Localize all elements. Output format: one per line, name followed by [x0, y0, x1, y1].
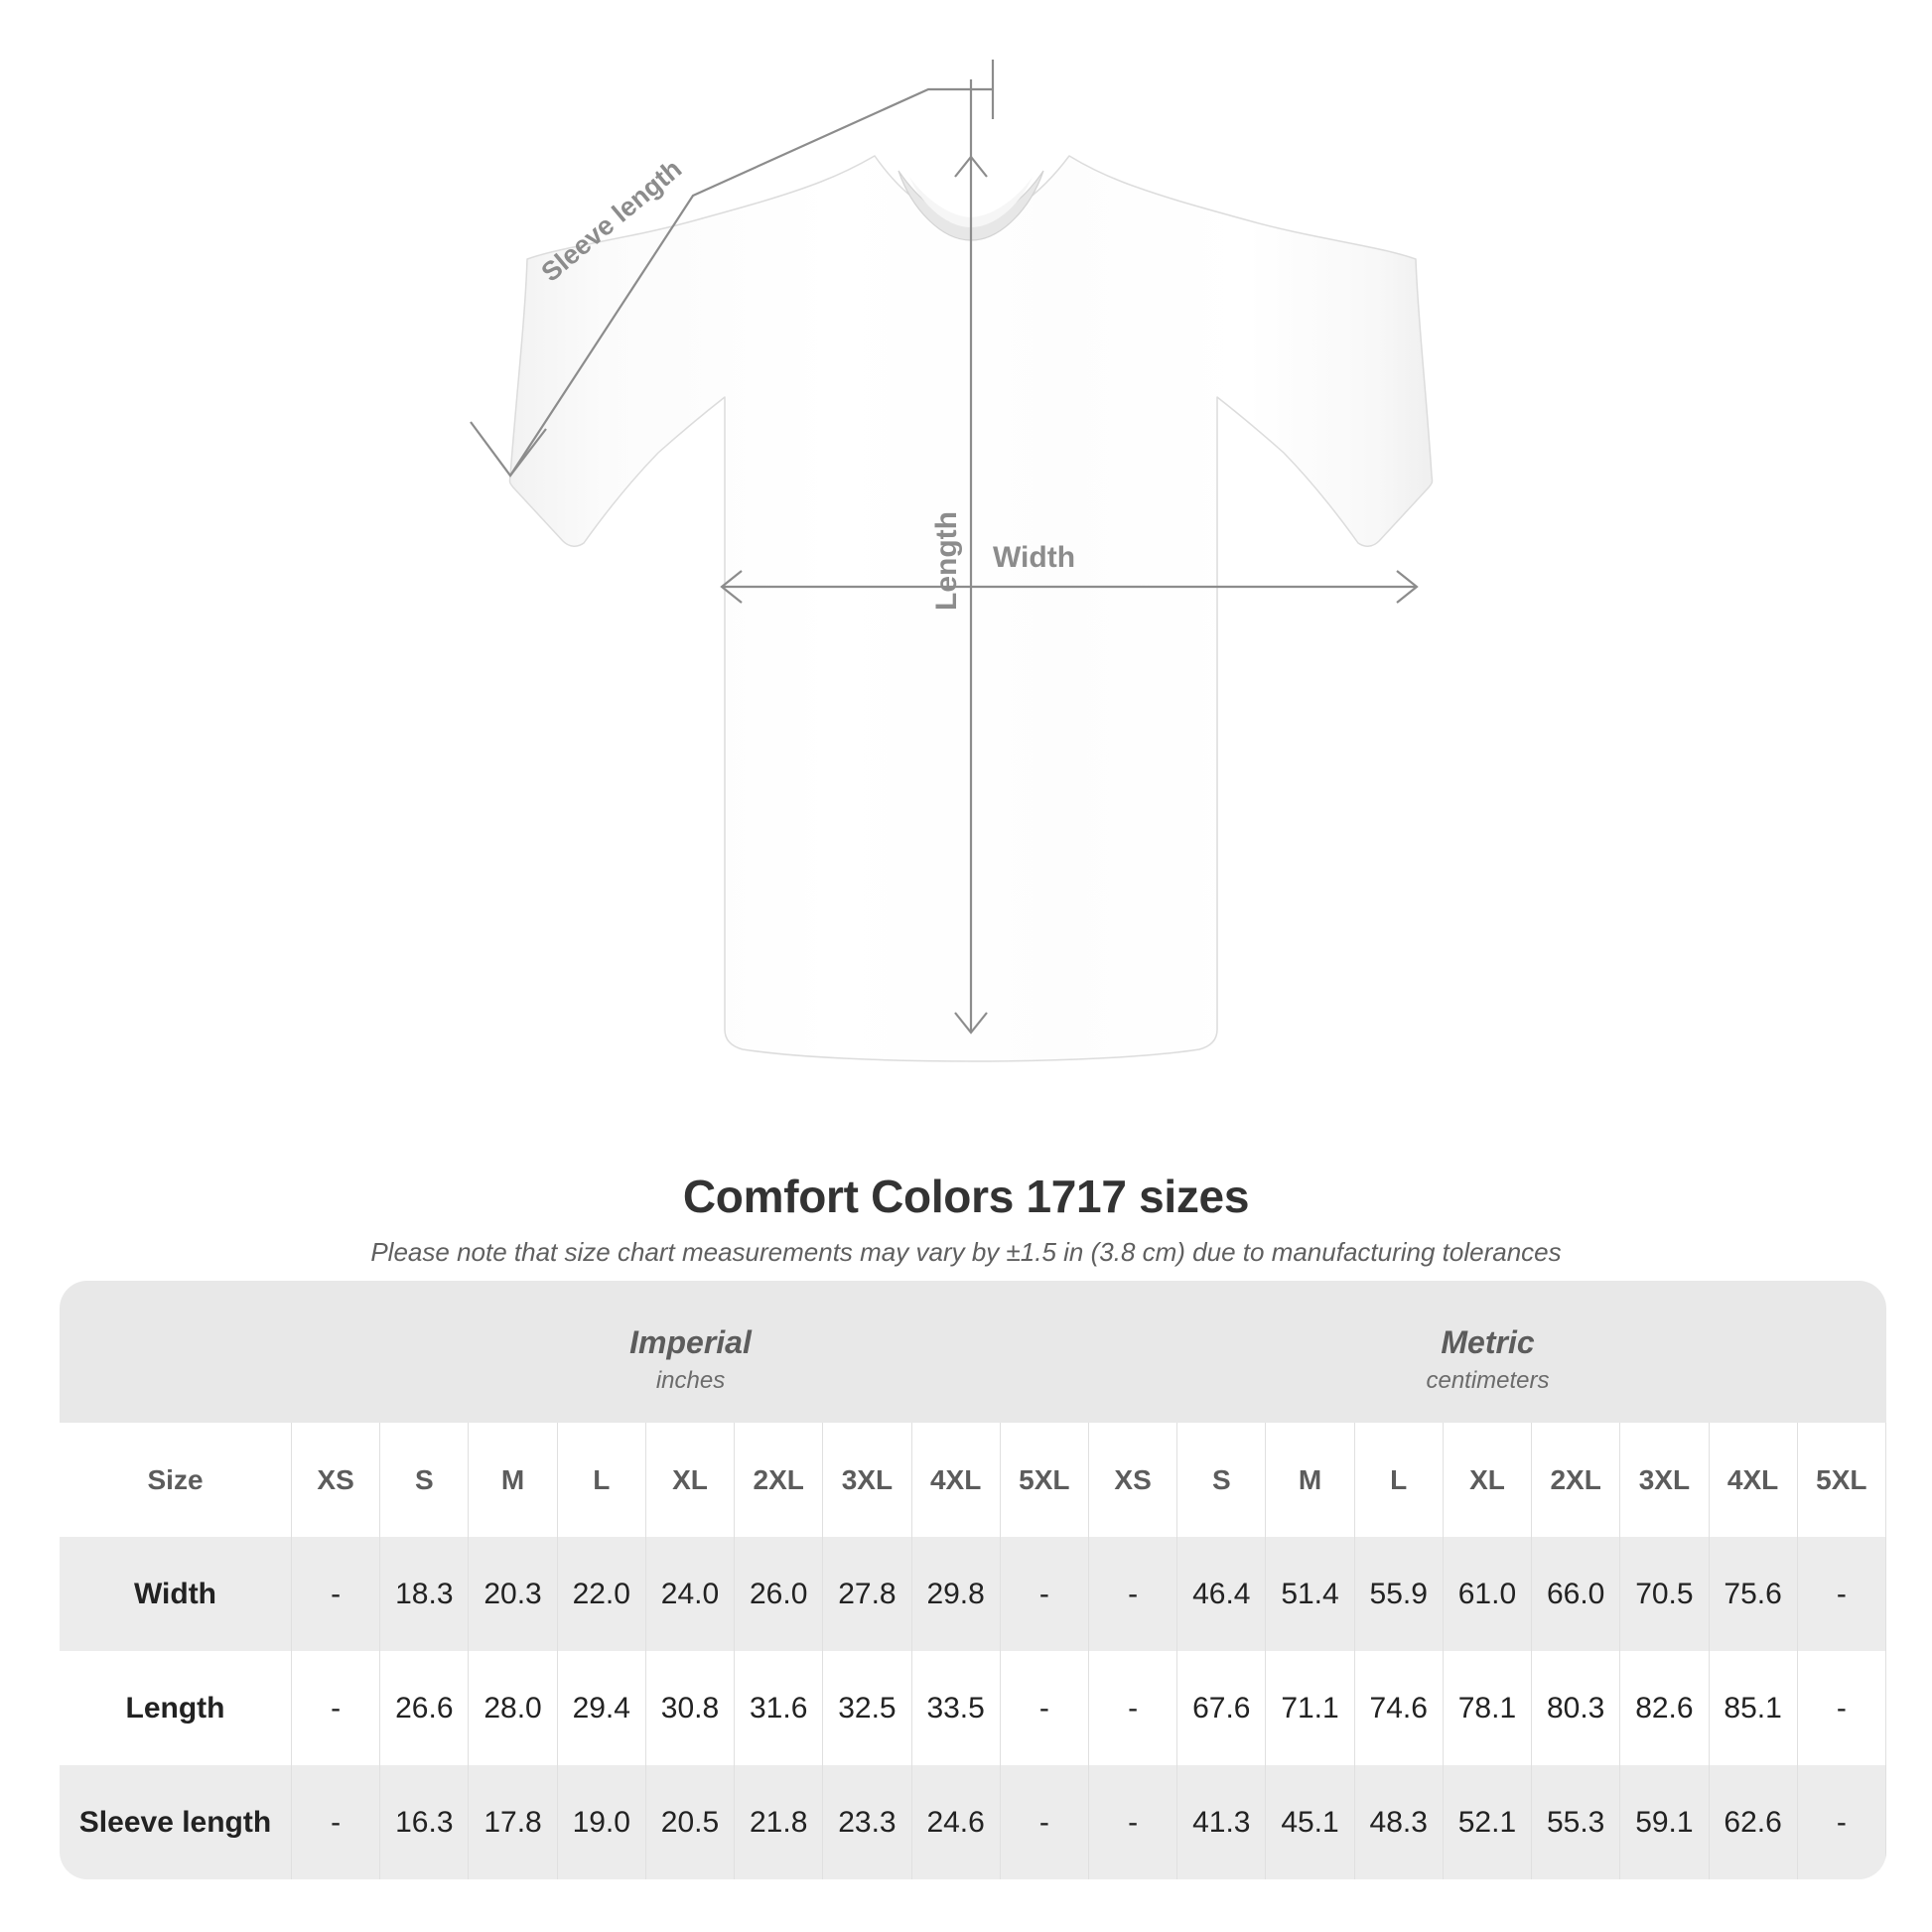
svg-text:Length: Length: [930, 511, 963, 611]
svg-text:Width: Width: [993, 541, 1075, 574]
